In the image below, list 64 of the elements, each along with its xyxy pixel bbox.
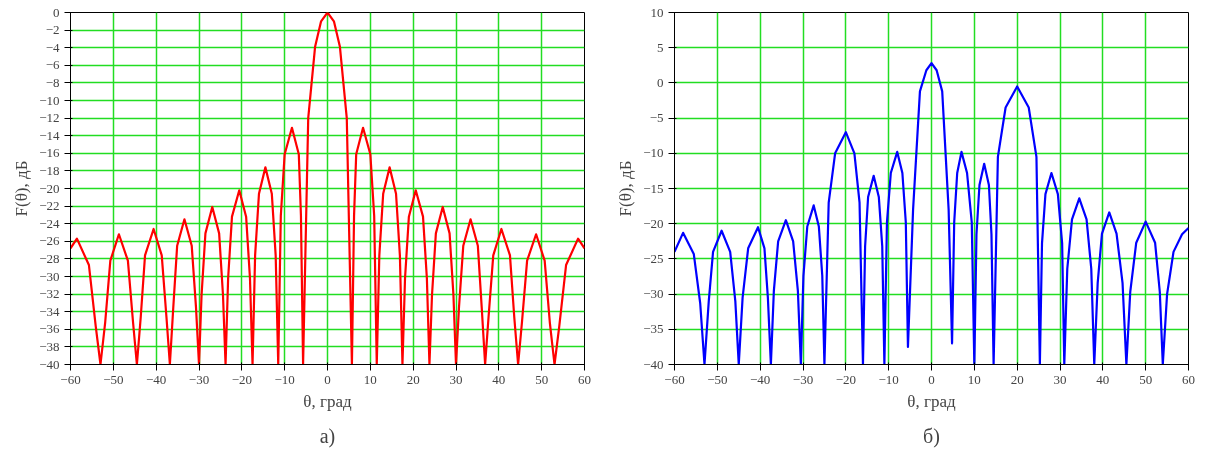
y-tick-label: −25 xyxy=(643,250,664,266)
y-tick-label: −26 xyxy=(39,233,60,249)
y-axis-title: F(θ), дБ xyxy=(616,160,636,217)
y-tick-label: −36 xyxy=(39,321,60,337)
x-tick-label: 10 xyxy=(967,371,981,387)
y-tick-label: −10 xyxy=(643,145,664,161)
x-tick-label: −40 xyxy=(750,371,771,387)
y-axis-title: F(θ), дБ xyxy=(12,160,32,217)
y-tick-label: 5 xyxy=(657,39,664,55)
y-tick-label: −28 xyxy=(39,250,60,266)
y-tick-label: −40 xyxy=(643,356,664,372)
y-tick-label: −40 xyxy=(39,356,60,372)
y-tick-label: 0 xyxy=(53,4,60,20)
x-tick-label: −30 xyxy=(792,371,814,387)
y-tick-label: −2 xyxy=(45,22,60,38)
x-tick-label: 40 xyxy=(492,371,506,387)
y-tick-label: −38 xyxy=(39,338,60,354)
x-tick-label: 30 xyxy=(449,371,463,387)
x-tick-label: 20 xyxy=(406,371,420,387)
x-tick-label: −10 xyxy=(878,371,899,387)
y-tick-label: −15 xyxy=(643,180,664,196)
text: а) xyxy=(319,424,336,448)
y-tick-label: −30 xyxy=(39,268,60,284)
y-tick-label: −24 xyxy=(39,215,60,231)
x-tick-label: −20 xyxy=(835,371,857,387)
y-tick-label: −16 xyxy=(39,145,60,161)
x-tick-label: 50 xyxy=(535,371,549,387)
x-tick-label: −60 xyxy=(664,371,685,387)
y-tick-label: −20 xyxy=(39,180,60,196)
x-axis-title: θ, град xyxy=(907,391,957,411)
x-tick-label: −10 xyxy=(274,371,295,387)
x-tick-label: 40 xyxy=(1096,371,1110,387)
y-tick-label: −18 xyxy=(39,162,60,178)
x-tick-label: 0 xyxy=(928,371,935,387)
y-tick-label: −22 xyxy=(39,198,60,214)
x-tick-label: 20 xyxy=(1010,371,1024,387)
y-tick-label: −32 xyxy=(39,286,60,302)
y-tick-label: −12 xyxy=(39,110,60,126)
x-tick-label: 60 xyxy=(1182,371,1195,387)
x-tick-label: −60 xyxy=(60,371,81,387)
x-tick-label: 10 xyxy=(363,371,377,387)
y-tick-label: −35 xyxy=(643,321,664,337)
x-tick-label: −50 xyxy=(707,371,728,387)
y-tick-label: −6 xyxy=(45,57,60,73)
x-axis-title: θ, град xyxy=(303,391,353,411)
y-tick-label: −8 xyxy=(45,74,60,90)
x-tick-label: −30 xyxy=(188,371,210,387)
y-tick-label: −4 xyxy=(45,39,60,55)
x-tick-label: 50 xyxy=(1139,371,1153,387)
y-tick-label: 0 xyxy=(657,74,664,90)
x-tick-label: 60 xyxy=(578,371,591,387)
y-tick-label: −30 xyxy=(643,286,664,302)
x-tick-label: 30 xyxy=(1053,371,1067,387)
y-tick-label: −20 xyxy=(643,215,664,231)
x-tick-label: 0 xyxy=(324,371,331,387)
x-tick-label: −40 xyxy=(146,371,167,387)
y-tick-label: 10 xyxy=(650,4,664,20)
y-tick-label: −10 xyxy=(39,92,60,108)
y-tick-label: −34 xyxy=(39,303,60,319)
x-tick-label: −20 xyxy=(231,371,253,387)
x-tick-label: −50 xyxy=(103,371,124,387)
y-tick-label: −14 xyxy=(39,127,60,143)
y-tick-label: −5 xyxy=(649,110,664,126)
text: б) xyxy=(923,424,940,448)
